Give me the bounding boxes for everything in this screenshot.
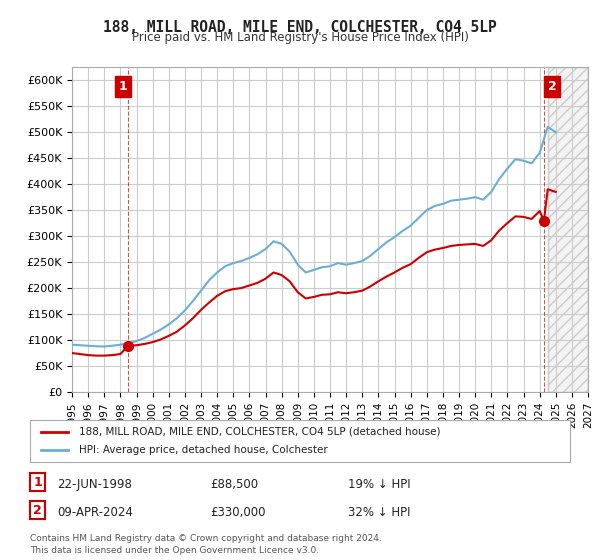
- Bar: [548, 67, 588, 392]
- Text: 188, MILL ROAD, MILE END, COLCHESTER, CO4 5LP: 188, MILL ROAD, MILE END, COLCHESTER, CO…: [103, 20, 497, 35]
- Text: 2: 2: [33, 503, 42, 517]
- Text: Price paid vs. HM Land Registry's House Price Index (HPI): Price paid vs. HM Land Registry's House …: [131, 31, 469, 44]
- Text: 22-JUN-1998: 22-JUN-1998: [57, 478, 132, 491]
- Text: £88,500: £88,500: [210, 478, 258, 491]
- Text: 09-APR-2024: 09-APR-2024: [57, 506, 133, 519]
- Text: 1: 1: [119, 80, 127, 93]
- Text: £330,000: £330,000: [210, 506, 265, 519]
- Text: 2: 2: [548, 80, 556, 93]
- Text: HPI: Average price, detached house, Colchester: HPI: Average price, detached house, Colc…: [79, 445, 328, 455]
- Text: 1: 1: [33, 475, 42, 489]
- Text: Contains HM Land Registry data © Crown copyright and database right 2024.
This d: Contains HM Land Registry data © Crown c…: [30, 534, 382, 555]
- Text: 32% ↓ HPI: 32% ↓ HPI: [348, 506, 410, 519]
- Text: 19% ↓ HPI: 19% ↓ HPI: [348, 478, 410, 491]
- Bar: [548, 67, 588, 392]
- Text: 188, MILL ROAD, MILE END, COLCHESTER, CO4 5LP (detached house): 188, MILL ROAD, MILE END, COLCHESTER, CO…: [79, 427, 440, 437]
